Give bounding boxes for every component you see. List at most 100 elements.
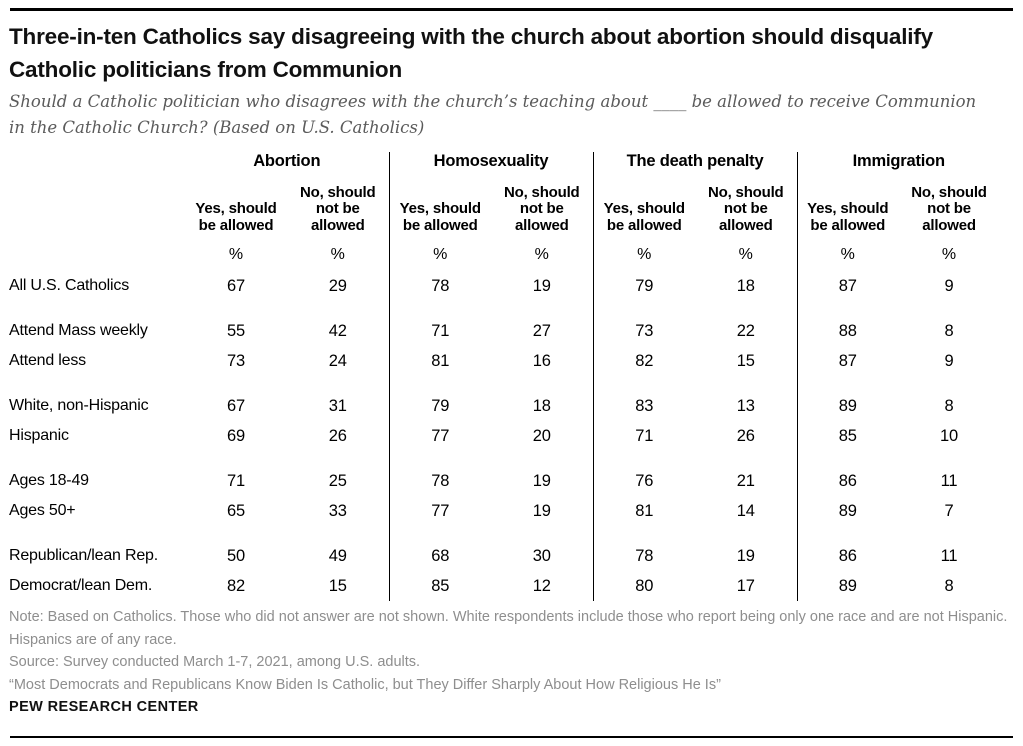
spacer-cell (287, 301, 389, 316)
cell-value: 26 (328, 426, 347, 445)
yes-column-header-label: Yes, should be allowed (399, 200, 481, 234)
cell-value: 14 (736, 501, 755, 520)
spacer-cell (491, 376, 593, 391)
pew-research-center-logo-text: PEW RESEARCH CENTER (9, 699, 199, 715)
row-label: Attend less (9, 352, 86, 369)
cell-value: 10 (940, 426, 958, 445)
cell-value: 49 (328, 546, 347, 565)
cell-value: 24 (328, 351, 347, 370)
cell-value: 12 (532, 576, 551, 595)
report-title-text: “Most Democrats and Republicans Know Bid… (9, 676, 721, 693)
spacer-cell (491, 301, 593, 316)
yes-column-header: Yes, should be allowed (592, 177, 696, 239)
cell-value: 15 (736, 351, 755, 370)
cell-value: 89 (796, 496, 899, 526)
no-column-header-label: No, should not be allowed (911, 183, 987, 234)
cell-value: 17 (736, 576, 755, 595)
table-row: All U.S. Catholics 67 29 78 19 79 18 87 9 (8, 271, 1000, 301)
cell-value: 87 (796, 271, 899, 301)
spacer-cell (8, 376, 185, 391)
spacer-cell (695, 451, 797, 466)
cell-value: 73 (592, 316, 696, 346)
yes-column-header-label: Yes, should be allowed (807, 200, 889, 234)
cell-value: 27 (532, 321, 551, 340)
spacer-cell (695, 376, 797, 391)
spacer-cell (8, 526, 185, 541)
table-row: Attend Mass weekly 55 42 71 27 73 22 88 8 (8, 316, 1000, 346)
percent-symbol: % (534, 246, 549, 263)
spacer-cell (898, 376, 1000, 391)
cell-value: 13 (736, 396, 755, 415)
cell-value: 67 (227, 396, 245, 415)
cell-value: 67 (227, 276, 245, 295)
spacer-cell (388, 526, 492, 541)
spacer-cell (287, 451, 389, 466)
cell-value: 9 (944, 276, 954, 295)
survey-question-subtitle: Should a Catholic politician who disagre… (9, 92, 977, 137)
table-row: White, non-Hispanic 67 31 79 18 83 13 89 8 (8, 391, 1000, 421)
spacer-cell (185, 526, 287, 541)
table-row: Attend less 73 24 81 16 82 15 87 9 (8, 346, 1000, 376)
yes-column-header: Yes, should be allowed (185, 177, 287, 239)
cell-value: 69 (227, 426, 245, 445)
bottom-divider (10, 736, 1013, 738)
cell-value: 65 (227, 501, 245, 520)
yes-column-header-label: Yes, should be allowed (603, 200, 685, 234)
row-label: Ages 50+ (9, 502, 76, 519)
spacer-cell (796, 526, 899, 541)
section-spacer-row (8, 451, 1000, 466)
yes-column-header: Yes, should be allowed (796, 177, 899, 239)
yes-column-header-label: Yes, should be allowed (195, 200, 277, 234)
percent-symbol: % (330, 246, 345, 263)
top-divider (10, 8, 1013, 11)
column-group-header: The death penalty (592, 152, 798, 177)
cell-value: 25 (328, 471, 347, 490)
percent-symbol: % (388, 239, 492, 271)
table-row: Republican/lean Rep. 50 49 68 30 78 19 86 11 (8, 541, 1000, 571)
spacer-cell (388, 451, 492, 466)
spacer-cell (491, 526, 593, 541)
page-title: Three-in-ten Catholics say disagreeing w… (9, 24, 933, 82)
cell-value: 26 (736, 426, 755, 445)
cell-value: 19 (532, 501, 551, 520)
spacer-cell (287, 526, 389, 541)
cell-value: 81 (592, 496, 696, 526)
cell-value: 85 (388, 571, 492, 601)
survey-table: Abortion Homosexuality The death penalty Im… (8, 152, 1001, 601)
table-row: Democrat/lean Dem. 82 15 85 12 80 17 89 8 (8, 571, 1000, 601)
source-text: Source: Survey conducted March 1-7, 2021… (9, 654, 421, 670)
cell-value: 85 (796, 421, 899, 451)
cell-value: 8 (944, 321, 954, 340)
cell-value: 11 (940, 546, 958, 565)
section-spacer-row (8, 376, 1000, 391)
cell-value: 22 (736, 321, 755, 340)
cell-value: 88 (796, 316, 899, 346)
percent-symbol: % (228, 246, 244, 263)
section-spacer-row (8, 526, 1000, 541)
table-row: Hispanic 69 26 77 20 71 26 85 10 (8, 421, 1000, 451)
corner-cell (8, 152, 185, 177)
section-spacer-row (8, 301, 1000, 316)
spacer-cell (8, 451, 185, 466)
percent-symbol: % (738, 246, 753, 263)
spacer-cell (898, 451, 1000, 466)
spacer-cell (796, 376, 899, 391)
cell-value: 18 (532, 396, 551, 415)
spacer-cell (8, 301, 185, 316)
row-label: All U.S. Catholics (9, 277, 129, 294)
no-column-header-label: No, should not be allowed (708, 183, 784, 234)
spacer-cell (695, 526, 797, 541)
spacer-cell (185, 301, 287, 316)
spacer-cell (898, 526, 1000, 541)
cell-value: 71 (227, 471, 245, 490)
table-row: Ages 50+ 65 33 77 19 81 14 89 7 (8, 496, 1000, 526)
cell-value: 42 (328, 321, 347, 340)
table-row: Ages 18-49 71 25 78 19 76 21 86 11 (8, 466, 1000, 496)
row-label: Republican/lean Rep. (9, 547, 158, 564)
spacer-cell (491, 451, 593, 466)
cell-value: 19 (532, 276, 551, 295)
cell-value: 82 (592, 346, 696, 376)
spacer-cell (592, 451, 696, 466)
cell-value: 68 (388, 541, 492, 571)
